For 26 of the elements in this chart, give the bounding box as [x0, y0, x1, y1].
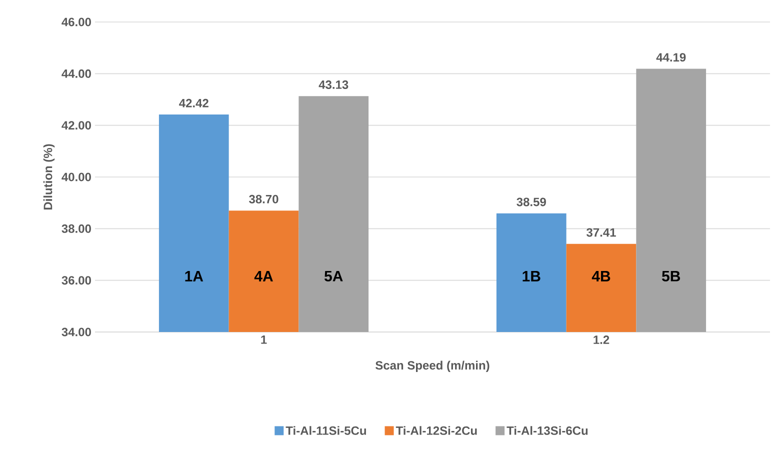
x-tick-label: 1 [261, 336, 267, 344]
data-label: 44.19 [656, 53, 686, 62]
y-axis-title: Dilution (%) [43, 144, 55, 210]
annotation: 1A [185, 271, 204, 282]
y-tick-label: 42.00 [62, 121, 91, 130]
legend-label: Ti-Al-12Si-2Cu [396, 426, 477, 435]
data-label: 38.70 [249, 194, 278, 204]
y-tick-label: 38.00 [62, 224, 91, 233]
annotation: 5A [324, 270, 343, 282]
annotation: 1B [522, 271, 540, 282]
data-label: 37.41 [586, 228, 616, 237]
data-label: 43.13 [318, 80, 348, 89]
y-tick-label: 34.00 [62, 328, 91, 336]
y-tick-label: 44.00 [62, 69, 91, 78]
annotation: 5B [662, 270, 680, 282]
annotation: 4A [254, 271, 273, 282]
data-label: 38.59 [516, 198, 546, 206]
y-tick-label: 40.00 [62, 172, 91, 182]
x-tick-label: 1.2 [594, 336, 610, 344]
x-axis-title: Scan Speed (m/min) [376, 360, 490, 372]
y-tick-label: 46.00 [62, 18, 91, 26]
legend-label: Ti-Al-13Si-6Cu [506, 426, 588, 435]
annotation: 4B [592, 271, 610, 282]
y-tick-label: 36.00 [62, 276, 91, 285]
legend-label: Ti-Al-11Si-5Cu [286, 426, 366, 435]
data-label: 42.42 [179, 98, 208, 108]
